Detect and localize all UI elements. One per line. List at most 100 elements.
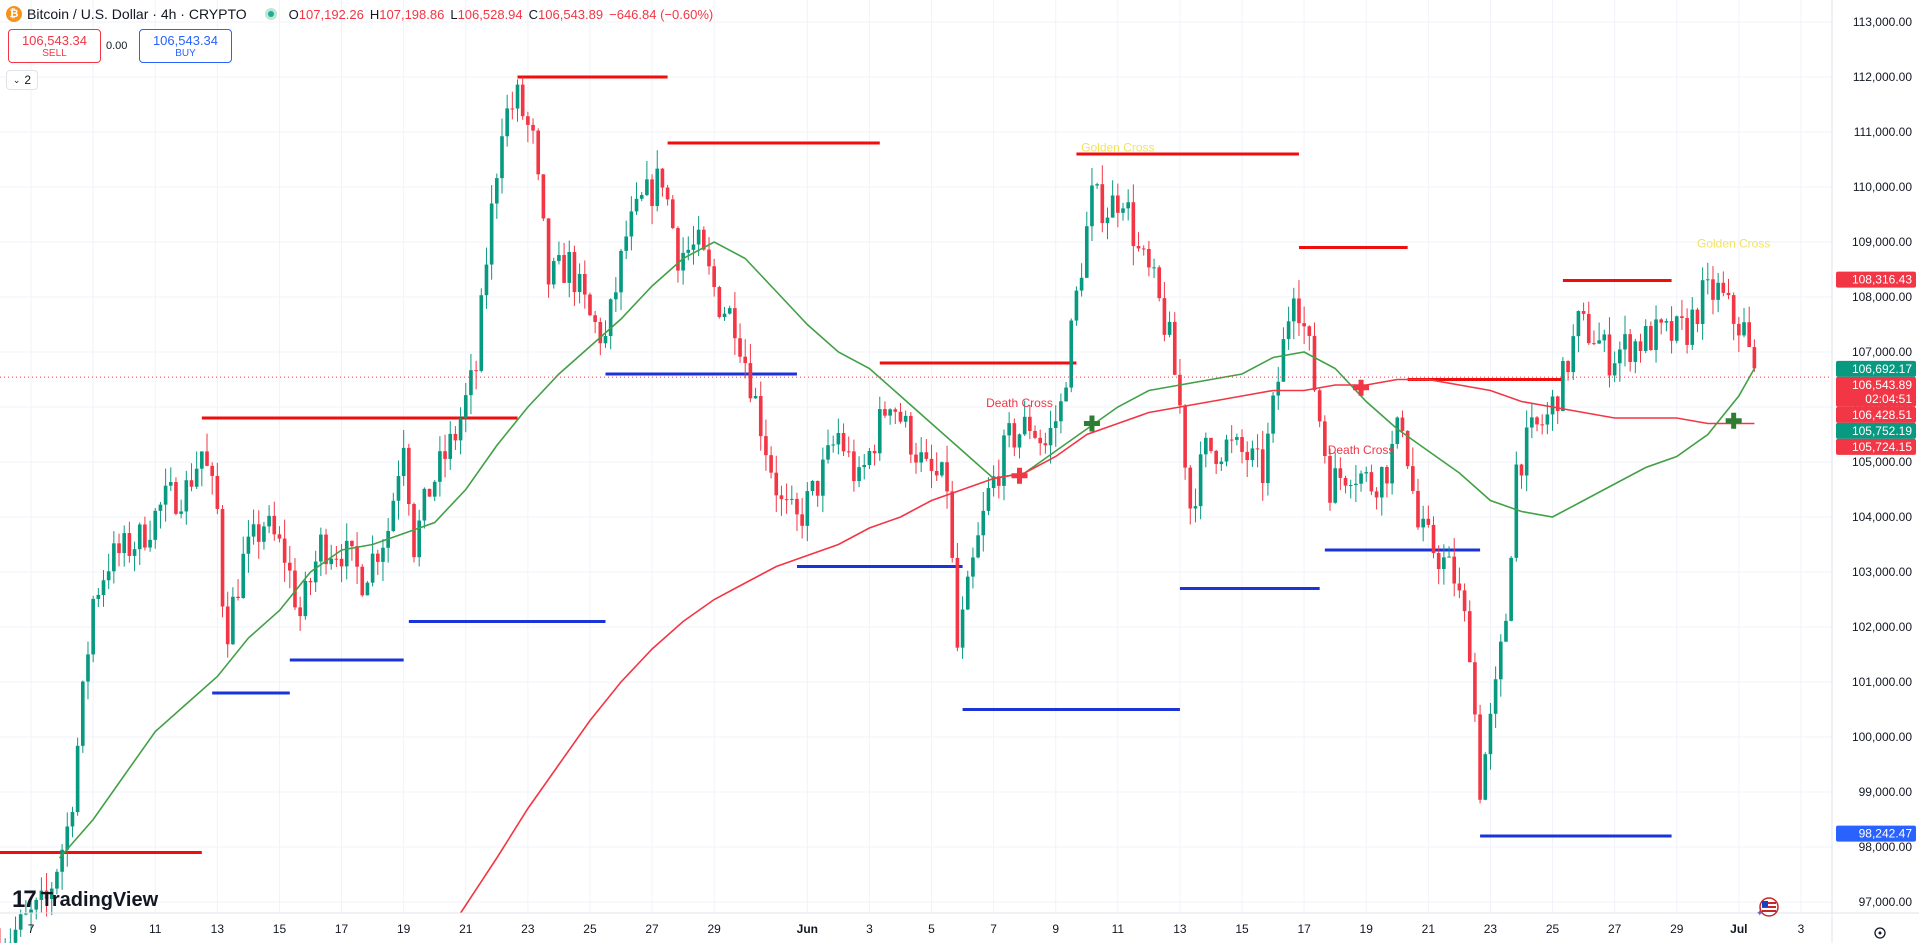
candle-body	[137, 524, 142, 550]
candle-body	[282, 538, 287, 563]
candle-body	[329, 558, 334, 565]
candle-body	[991, 476, 996, 489]
candle-body	[1695, 309, 1700, 325]
time-tick-label: 3	[866, 922, 873, 936]
candle-body	[1674, 316, 1679, 341]
price-axis[interactable]: 97,000.00 98,000.00 99,000.00 100,000.00 101…	[1831, 0, 1913, 943]
candle-body	[1333, 468, 1337, 503]
price-badge: 105,752.19	[1836, 422, 1916, 439]
candle-body	[888, 409, 892, 416]
candle-body	[795, 498, 799, 515]
candle-body	[562, 255, 566, 283]
candle-body	[577, 273, 582, 293]
us-flag-icon[interactable]: ✦	[1754, 896, 1782, 918]
candle-body	[344, 540, 349, 567]
candle-body	[670, 199, 675, 229]
tradingview-logo-text: TradingView	[40, 888, 159, 911]
candle-body	[1121, 208, 1125, 213]
price-tick-label: 107,000.00	[1852, 345, 1912, 359]
time-tick-label: 27	[1608, 922, 1622, 936]
candle-body	[515, 84, 520, 109]
candle-body	[179, 511, 183, 514]
candle-body	[1291, 298, 1296, 322]
candle-body	[407, 447, 411, 505]
candle-body	[267, 515, 271, 527]
tradingview-logo[interactable]: 17 TradingView	[12, 886, 158, 914]
candle-body	[1307, 326, 1312, 336]
candle-body	[1576, 311, 1581, 337]
candle-body	[422, 488, 427, 521]
indicators-toggle-button[interactable]: ⌄ 2	[6, 70, 38, 90]
candle-body	[619, 250, 623, 293]
candle-body	[60, 849, 64, 872]
sell-price: 106,543.34	[21, 33, 88, 48]
candle-body	[1359, 473, 1363, 484]
annotations: Death Cross Death Cross Golden Cross Golden…	[986, 140, 1770, 457]
candle-body	[903, 415, 908, 422]
candle-body	[463, 395, 468, 419]
candle-body	[1597, 340, 1601, 344]
symbol-title[interactable]: Bitcoin / U.S. Dollar · 4h · CRYPTO	[27, 6, 247, 22]
indicator-count: 2	[24, 73, 32, 87]
candle-body	[355, 546, 359, 567]
candle-body	[70, 812, 75, 827]
golden-cross-label: Golden Cross	[1697, 237, 1770, 251]
candle-body	[479, 295, 484, 371]
price-badge: 106,428.51	[1836, 406, 1916, 423]
candle-body	[174, 482, 178, 514]
candle-body	[531, 124, 535, 131]
candle-body	[443, 451, 447, 459]
buy-button[interactable]: 106,543.34 BUY	[139, 29, 232, 63]
candle-body	[1302, 323, 1306, 327]
candle-body	[1685, 317, 1689, 345]
candle-body	[65, 826, 70, 850]
time-axis[interactable]: 7 9 11 13 15 17 19 21 23 25 27 29 Jun 3 5 7 9 11 13 15 17 19 2…	[0, 912, 1919, 939]
grid	[0, 0, 1832, 913]
ohlc-low: L106,528.94	[450, 6, 523, 22]
candle-body	[1162, 298, 1167, 335]
candle-body	[1602, 334, 1607, 341]
fast-ma-line	[58, 241, 1756, 859]
candle-body	[256, 524, 261, 542]
candle-body	[1328, 456, 1332, 503]
candle-body	[1390, 443, 1394, 484]
candle-body	[453, 433, 458, 441]
candle-body	[432, 481, 437, 497]
price-tick-label: 113,000.00	[1853, 15, 1912, 29]
bitcoin-icon: ₿	[6, 6, 22, 22]
candle-body	[1442, 557, 1446, 570]
death-cross-label: Death Cross	[1328, 443, 1395, 457]
candle-body	[1592, 343, 1596, 345]
price-tick-label: 99,000.00	[1859, 785, 1913, 799]
candle-body	[877, 409, 882, 454]
candle-body	[536, 130, 541, 175]
candle-body	[1726, 292, 1731, 296]
chevron-down-icon: ⌄	[12, 74, 21, 85]
price-tick-label: 101,000.00	[1852, 675, 1912, 689]
candle-body	[1369, 472, 1374, 492]
time-tick-label: 11	[149, 922, 162, 936]
candle-body	[1488, 713, 1493, 755]
candle-body	[867, 451, 872, 466]
time-tick-label: 19	[397, 922, 411, 936]
symbol-legend: ₿ Bitcoin / U.S. Dollar · 4h · CRYPTO O1…	[6, 4, 719, 24]
candle-body	[1452, 556, 1457, 584]
candle-body	[598, 321, 603, 344]
candle-body	[1623, 334, 1627, 350]
candle-body	[469, 370, 473, 396]
price-badge-bg	[1836, 271, 1916, 288]
price-tick-label: 110,000.00	[1853, 180, 1912, 194]
price-badge-bg	[1836, 825, 1916, 842]
price-tick-label: 98,000.00	[1859, 840, 1913, 854]
candle-body	[924, 452, 929, 459]
candle-body	[391, 500, 396, 531]
candle-body	[769, 455, 773, 473]
sell-button[interactable]: 106,543.34 SELL	[8, 29, 101, 63]
price-badge-label: 108,316.43	[1852, 273, 1912, 287]
time-tick-label: 23	[521, 922, 535, 936]
candle-body	[639, 195, 644, 199]
time-tick-label: 5	[928, 922, 935, 936]
candle-body	[360, 566, 365, 596]
price-tick-label: 104,000.00	[1852, 510, 1912, 524]
